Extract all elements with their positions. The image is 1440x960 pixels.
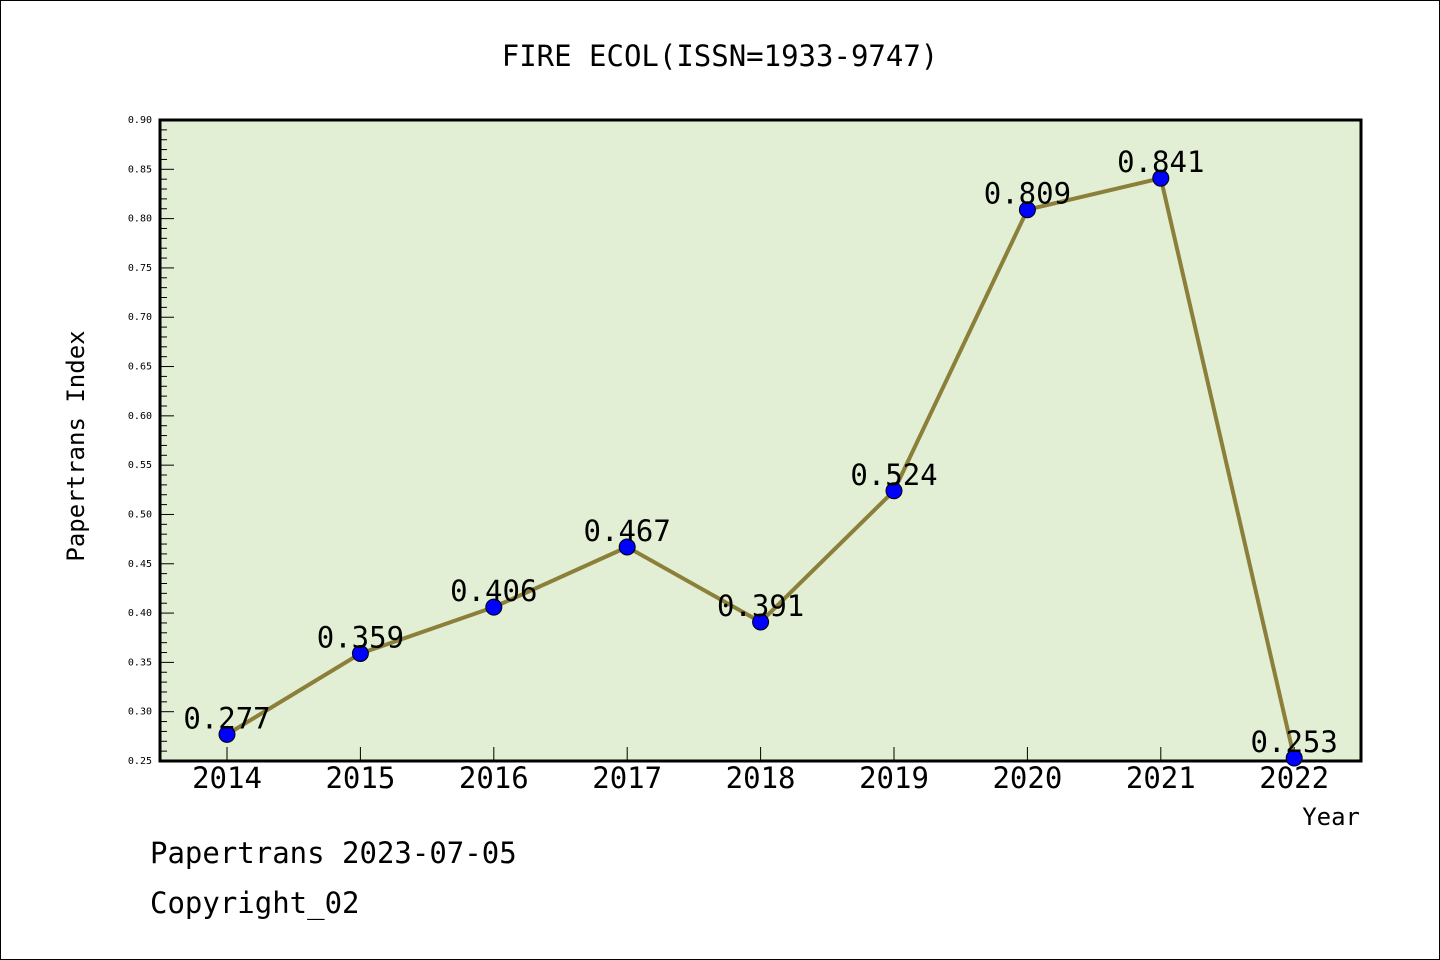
y-tick-label: 0.90	[128, 115, 152, 126]
y-tick-label: 0.65	[128, 362, 152, 373]
data-point	[1285, 749, 1303, 767]
y-tick-label: 0.75	[128, 263, 152, 274]
data-markers	[218, 169, 1303, 767]
x-tick-label: 2015	[325, 761, 395, 795]
y-axis-label: Papertrans Index	[62, 330, 90, 561]
x-tick-label: 2018	[726, 761, 796, 795]
data-label: 0.524	[850, 458, 937, 492]
y-tick-label: 0.45	[128, 559, 152, 570]
data-labels: 0.277 0.359 0.406 0.467 0.391 0.524 0.809 0.841…	[183, 145, 1338, 759]
x-tick-label: 2022	[1259, 761, 1329, 795]
x-axis: 2014 2015 2016 2017 2018 2019 2020 2021 2022	[192, 747, 1329, 795]
data-point	[351, 645, 369, 663]
y-tick-label: 0.25	[128, 756, 152, 767]
x-tick-label: 2014	[192, 761, 262, 795]
y-tick-label: 0.85	[128, 164, 152, 175]
data-point	[752, 613, 770, 631]
data-label: 0.253	[1251, 725, 1338, 759]
data-point	[1152, 169, 1170, 187]
y-tick-label: 0.30	[128, 707, 152, 718]
data-label: 0.277	[183, 701, 270, 735]
x-tick-label: 2016	[459, 761, 529, 795]
data-label: 0.467	[584, 514, 671, 548]
data-point	[1018, 201, 1036, 219]
footer-copyright: Copyright_02	[150, 886, 360, 920]
chart-title: FIRE ECOL(ISSN=1933-9747)	[502, 39, 939, 73]
y-tick-label: 0.70	[128, 312, 152, 323]
y-tick-label: 0.50	[128, 509, 152, 520]
y-tick-label: 0.60	[128, 411, 152, 422]
x-tick-label: 2019	[859, 761, 929, 795]
y-tick-label: 0.55	[128, 460, 152, 471]
x-tick-label: 2017	[592, 761, 662, 795]
y-tick-label: 0.40	[128, 608, 152, 619]
data-label: 0.809	[984, 177, 1071, 211]
data-point	[885, 482, 903, 500]
y-axis: 0.25 0.30 0.35 0.40 0.45 0.50 0.55 0.60 0.65 0.70…	[128, 115, 174, 767]
data-label: 0.406	[450, 574, 537, 608]
x-axis-label: Year	[1302, 803, 1360, 831]
data-label: 0.841	[1117, 145, 1204, 179]
x-tick-label: 2020	[992, 761, 1062, 795]
y-tick-label: 0.35	[128, 657, 152, 668]
data-point	[218, 725, 236, 743]
data-point	[618, 538, 636, 556]
data-point	[485, 598, 503, 616]
data-label: 0.391	[717, 589, 804, 623]
footer-date: Papertrans 2023-07-05	[150, 836, 517, 870]
data-label: 0.359	[317, 621, 404, 655]
y-tick-label: 0.80	[128, 214, 152, 225]
x-tick-label: 2021	[1126, 761, 1196, 795]
